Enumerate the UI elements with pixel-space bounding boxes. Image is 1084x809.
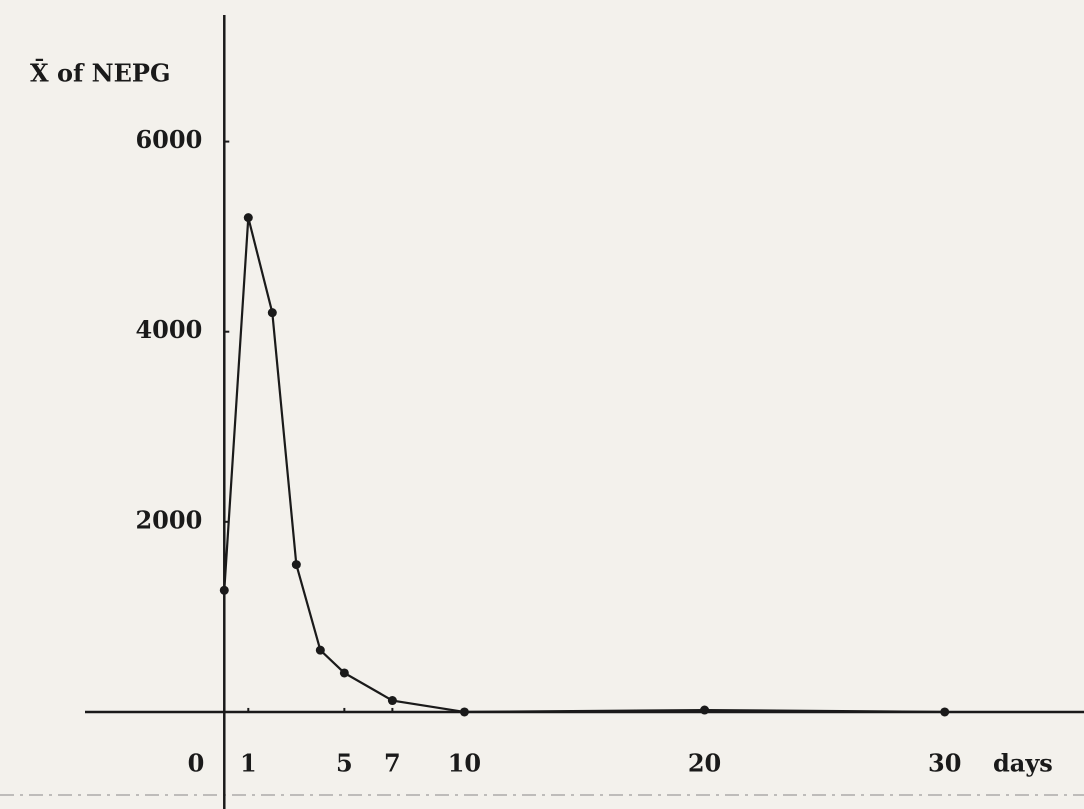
data-point [700,706,709,715]
data-point [460,707,469,716]
x-tick-label: 0 [188,749,205,778]
y-tick-label: 6000 [135,125,202,154]
data-point [316,646,325,655]
data-point [244,213,253,222]
x-axis-label: days [993,749,1053,778]
x-tick-label: 5 [336,749,353,778]
y-axis-label: X̄ of NEPG [30,58,170,87]
data-line [224,218,944,712]
data-point [268,308,277,317]
x-tick-label: 1 [240,749,257,778]
x-tick-label: 10 [448,749,481,778]
data-point [292,560,301,569]
chart: X̄ of NEPG days 2000 4000 6000 0 1 5 7 10 20 30 [0,0,1084,809]
data-point [940,707,949,716]
data-point [220,586,229,595]
page: {"chart_data": {"type": "line", "y_label… [0,0,1084,809]
y-tick-label: 2000 [135,505,202,534]
data-point [340,668,349,677]
x-tick-label: 30 [928,749,961,778]
x-tick-label: 7 [384,749,401,778]
data-point [388,696,397,705]
y-tick-label: 4000 [135,315,202,344]
x-tick-label: 20 [688,749,721,778]
